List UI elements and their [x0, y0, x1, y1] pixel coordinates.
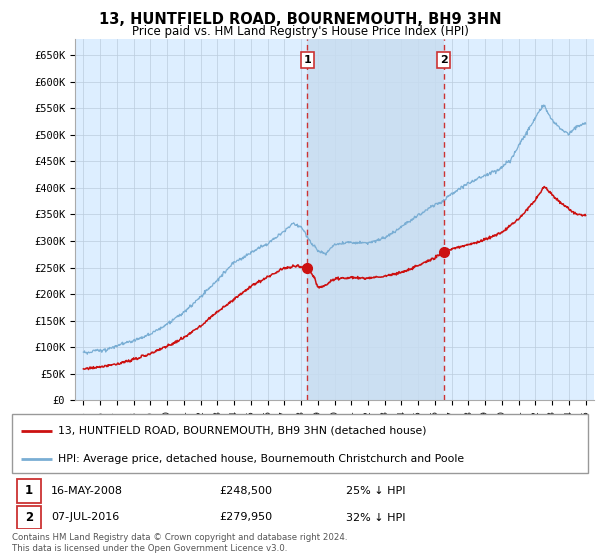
Text: 2: 2	[25, 511, 33, 524]
Text: Contains HM Land Registry data © Crown copyright and database right 2024.
This d: Contains HM Land Registry data © Crown c…	[12, 533, 347, 553]
Text: £279,950: £279,950	[220, 512, 272, 522]
Text: 1: 1	[304, 55, 311, 65]
Bar	[17, 506, 41, 529]
Bar	[17, 479, 41, 503]
Text: £248,500: £248,500	[220, 486, 272, 496]
Text: 16-MAY-2008: 16-MAY-2008	[51, 486, 123, 496]
Text: 13, HUNTFIELD ROAD, BOURNEMOUTH, BH9 3HN: 13, HUNTFIELD ROAD, BOURNEMOUTH, BH9 3HN	[99, 12, 501, 27]
Text: 2: 2	[440, 55, 448, 65]
Text: Price paid vs. HM Land Registry's House Price Index (HPI): Price paid vs. HM Land Registry's House …	[131, 25, 469, 38]
Text: 13, HUNTFIELD ROAD, BOURNEMOUTH, BH9 3HN (detached house): 13, HUNTFIELD ROAD, BOURNEMOUTH, BH9 3HN…	[58, 426, 427, 436]
Text: HPI: Average price, detached house, Bournemouth Christchurch and Poole: HPI: Average price, detached house, Bour…	[58, 454, 464, 464]
Bar	[307, 39, 443, 400]
Text: 32% ↓ HPI: 32% ↓ HPI	[346, 512, 406, 522]
Text: 07-JUL-2016: 07-JUL-2016	[51, 512, 119, 522]
Text: 25% ↓ HPI: 25% ↓ HPI	[346, 486, 406, 496]
Text: 1: 1	[25, 484, 33, 497]
